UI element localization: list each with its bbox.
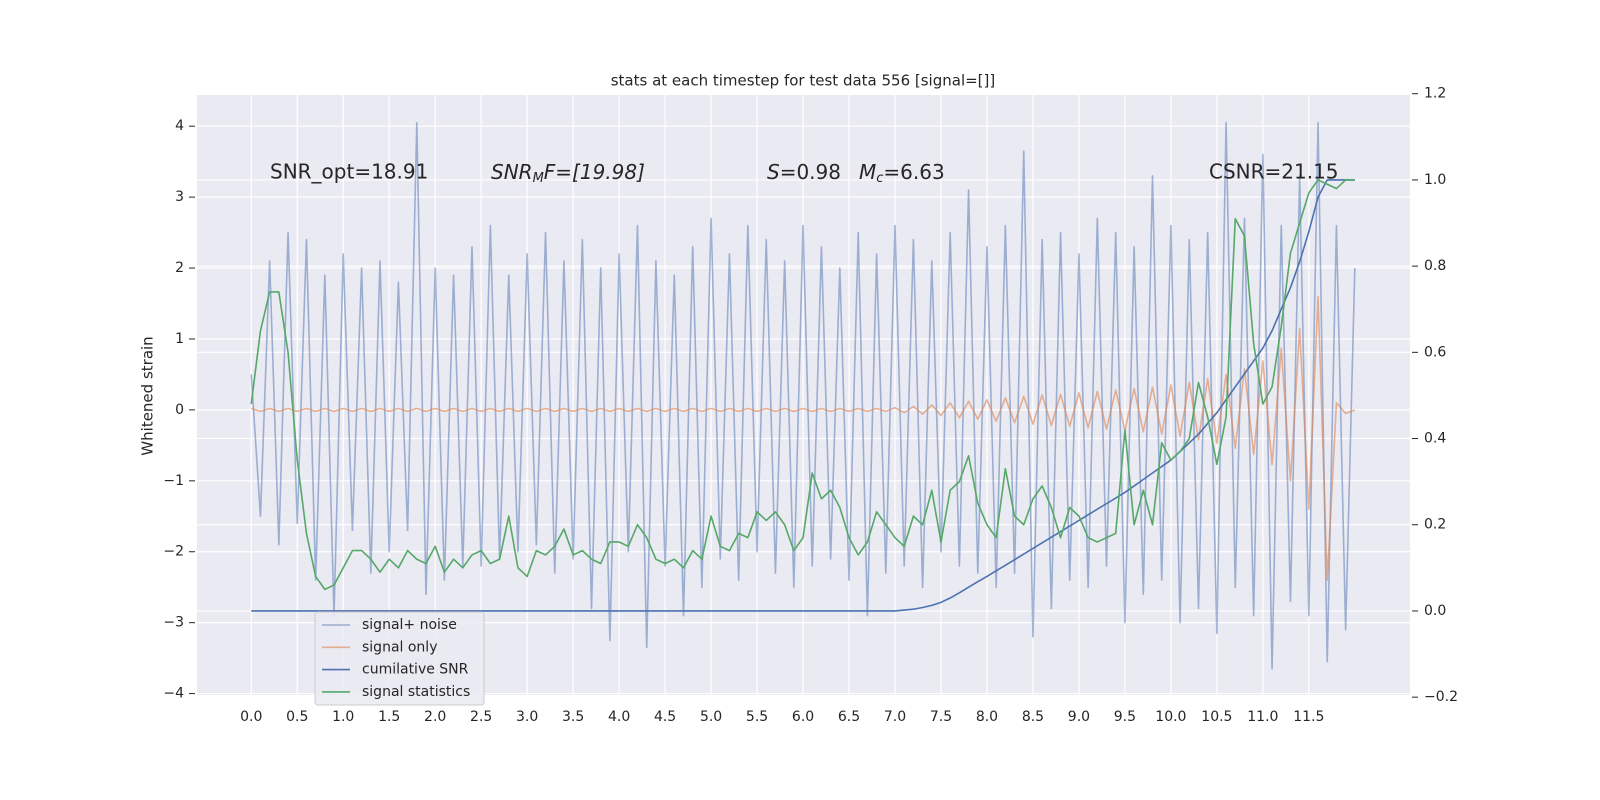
y-axis-label: Whitened strain [139,336,157,455]
annotation: SNR_opt=18.91 [270,160,428,184]
x-tick-label: 2.0 [424,709,446,725]
y2-tick-label: 0.8 [1424,258,1446,274]
chart-title: stats at each timestep for test data 556… [611,72,996,90]
annotation-part: c [876,171,883,186]
x-tick-label: 0.5 [286,709,308,725]
legend-label: cumilative SNR [362,662,469,678]
annotation-part: F=[19.98] [544,160,645,184]
annotation: Mc=6.63 [859,160,945,186]
x-tick-label: 4.0 [608,709,630,725]
x-tick-label: 0.0 [240,709,262,725]
y2-tick-label: 0.2 [1424,517,1446,533]
y-tick-label: 2 [175,260,184,276]
annotation-part: =0.98 [780,160,841,184]
x-tick-label: 4.5 [654,709,676,725]
x-tick-label: 9.5 [1114,709,1136,725]
x-tick-label: 11.5 [1293,709,1324,725]
y2-tick-label: 1.2 [1424,86,1446,102]
y-tick-label: 1 [175,331,184,347]
y2-tick-label: 0.6 [1424,344,1446,360]
annotation-part: =6.63 [883,160,944,184]
x-tick-label: 6.0 [792,709,814,725]
x-tick-label: 1.5 [378,709,400,725]
x-tick-label: 8.5 [1022,709,1044,725]
annotation: S=0.98 [767,160,841,184]
series-line [251,295,1356,581]
y-tick-label: 0 [175,402,184,418]
x-tick-label: 7.0 [884,709,906,725]
y2-tick-label: 0.4 [1424,431,1446,447]
x-tick-label: 9.0 [1068,709,1090,725]
y-tick-label: 3 [175,189,184,205]
x-tick-label: 3.5 [562,709,584,725]
legend-label: signal only [362,639,437,655]
annotation-part: M [859,160,876,184]
legend-label: signal+ noise [362,617,457,633]
annotation-part: M [533,171,544,186]
x-tick-label: 5.5 [746,709,768,725]
y-tick-label: −4 [163,686,184,702]
x-tick-label: 10.0 [1155,709,1186,725]
x-tick-label: 10.5 [1201,709,1232,725]
x-tick-label: 5.0 [700,709,722,725]
y-tick-label: −3 [163,615,184,631]
annotation-part: S [767,160,780,184]
legend: signal+ noise signal only cumilative SNR si… [314,611,485,706]
annotation-part: SNR [491,160,533,184]
x-tick-label: 3.0 [516,709,538,725]
y-tick-label: −1 [163,473,184,489]
x-tick-label: 8.0 [976,709,998,725]
x-tick-label: 2.5 [470,709,492,725]
lines [250,121,1356,670]
y2-tick-label: 0.0 [1424,603,1446,619]
x-tick-label: 1.0 [332,709,354,725]
annotation: CSNR=21.15 [1209,160,1339,184]
series-line [250,179,1355,591]
legend-label: signal statistics [362,684,470,700]
y-tick-label: 4 [175,118,184,134]
y-tick-label: −2 [163,544,184,560]
legend-box [314,611,485,706]
x-tick-label: 11.0 [1247,709,1278,725]
x-tick-label: 7.5 [930,709,952,725]
annotation: SNRMF=[19.98] [491,160,645,186]
y2-tick-label: 1.0 [1424,172,1446,188]
x-tick-label: 6.5 [838,709,860,725]
series-line [250,121,1356,670]
y2-tick-label: −0.2 [1424,689,1458,705]
